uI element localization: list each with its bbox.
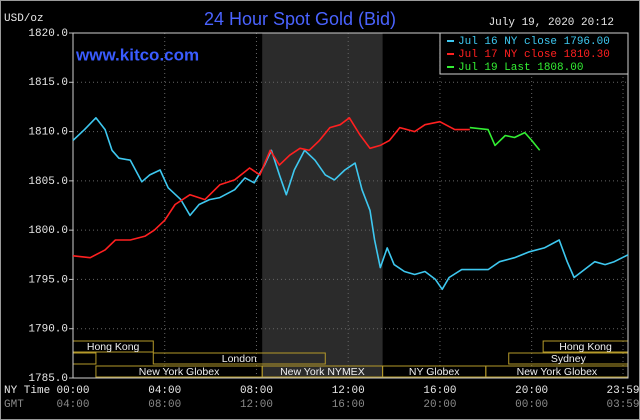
session-box bbox=[72, 352, 97, 365]
x-tick-label: 04:00 bbox=[148, 385, 181, 397]
x2-row-label: GMT bbox=[4, 399, 24, 411]
price-line bbox=[72, 117, 629, 291]
y-tick-label: 1790.0 bbox=[28, 324, 68, 336]
x-tick-label: 08:00 bbox=[240, 385, 273, 397]
session-label: New York Globex bbox=[517, 366, 598, 378]
x-tick-label: 00:00 bbox=[56, 385, 89, 397]
session-label: London bbox=[222, 353, 257, 365]
x2-tick-label: 20:00 bbox=[423, 399, 456, 411]
session-label: Hong Kong bbox=[87, 341, 140, 353]
x2-tick-label: 00:00 bbox=[515, 399, 548, 411]
watermark: www.kitco.com bbox=[75, 45, 199, 64]
x-tick-label: 16:00 bbox=[423, 385, 456, 397]
x2-tick-label: 04:00 bbox=[56, 399, 89, 411]
session-label: Hong Kong bbox=[559, 341, 612, 353]
legend-label: Jul 16 NY close 1796.00 bbox=[458, 36, 610, 48]
legend-label: Jul 17 NY close 1810.30 bbox=[458, 49, 610, 61]
x2-tick-label: 03:59 bbox=[607, 399, 640, 411]
session-label: New York NYMEX bbox=[280, 366, 365, 378]
y-tick-label: 1810.0 bbox=[28, 126, 68, 138]
price-line bbox=[469, 126, 541, 151]
x2-tick-label: 12:00 bbox=[240, 399, 273, 411]
y-tick-label: 1805.0 bbox=[28, 176, 68, 188]
y-tick-label: 1820.0 bbox=[28, 28, 68, 40]
plot-border bbox=[72, 32, 629, 379]
session-label: New York Globex bbox=[139, 366, 220, 378]
legend-label: Jul 19 Last 1808.00 bbox=[458, 62, 583, 74]
y-tick-label: 1795.0 bbox=[28, 274, 68, 286]
y-tick-label: 1815.0 bbox=[28, 77, 68, 89]
session-label: NY Globex bbox=[409, 366, 460, 378]
price-line bbox=[72, 117, 470, 259]
chart-title: 24 Hour Spot Gold (Bid) bbox=[204, 9, 396, 29]
session-shade bbox=[262, 33, 383, 378]
x-row-label: NY Time bbox=[4, 385, 50, 397]
y-unit-label: USD/oz bbox=[4, 13, 44, 25]
session-box bbox=[152, 352, 326, 365]
legend-box bbox=[439, 32, 629, 75]
x-tick-label: 12:00 bbox=[332, 385, 365, 397]
x-tick-label: 20:00 bbox=[515, 385, 548, 397]
session-label: Sydney bbox=[551, 353, 587, 365]
timestamp: July 19, 2020 20:12 bbox=[489, 17, 614, 29]
y-tick-label: 1785.0 bbox=[28, 373, 68, 385]
x-tick-label: 23:59 bbox=[607, 385, 640, 397]
y-tick-label: 1800.0 bbox=[28, 225, 68, 237]
x2-tick-label: 16:00 bbox=[332, 399, 365, 411]
x2-tick-label: 08:00 bbox=[148, 399, 181, 411]
